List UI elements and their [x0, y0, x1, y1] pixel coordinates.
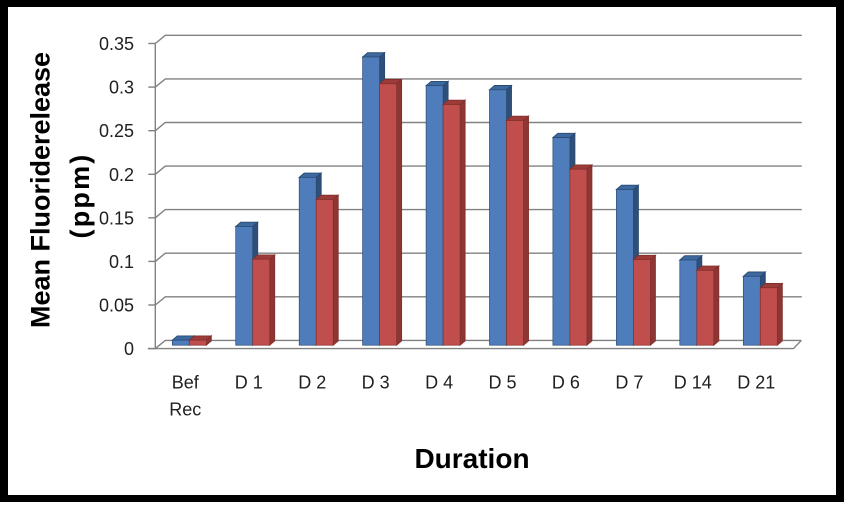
svg-text:0: 0 [124, 339, 134, 359]
svg-text:0.3: 0.3 [109, 78, 134, 98]
svg-text:D 6: D 6 [552, 372, 580, 392]
svg-text:0.1: 0.1 [109, 252, 134, 272]
svg-text:D 3: D 3 [362, 372, 390, 392]
svg-text:Mean Fluoriderelease: Mean Fluoriderelease [26, 52, 56, 328]
svg-text:D 7: D 7 [615, 372, 643, 392]
svg-text:D 14: D 14 [674, 372, 712, 392]
svg-text:0.2: 0.2 [109, 165, 134, 185]
svg-text:Rec: Rec [169, 400, 201, 420]
svg-text:D 21: D 21 [737, 372, 775, 392]
svg-text:D 4: D 4 [425, 372, 453, 392]
svg-text:(ppm): (ppm) [65, 153, 95, 239]
svg-text:D 5: D 5 [488, 372, 516, 392]
svg-text:0.15: 0.15 [99, 208, 134, 228]
svg-text:D 1: D 1 [235, 372, 263, 392]
svg-text:0.05: 0.05 [99, 296, 134, 316]
svg-text:Duration: Duration [414, 443, 529, 474]
svg-text:0.25: 0.25 [99, 121, 134, 141]
svg-text:Bef: Bef [172, 372, 200, 392]
svg-text:0.35: 0.35 [99, 34, 134, 54]
svg-text:D 2: D 2 [298, 372, 326, 392]
